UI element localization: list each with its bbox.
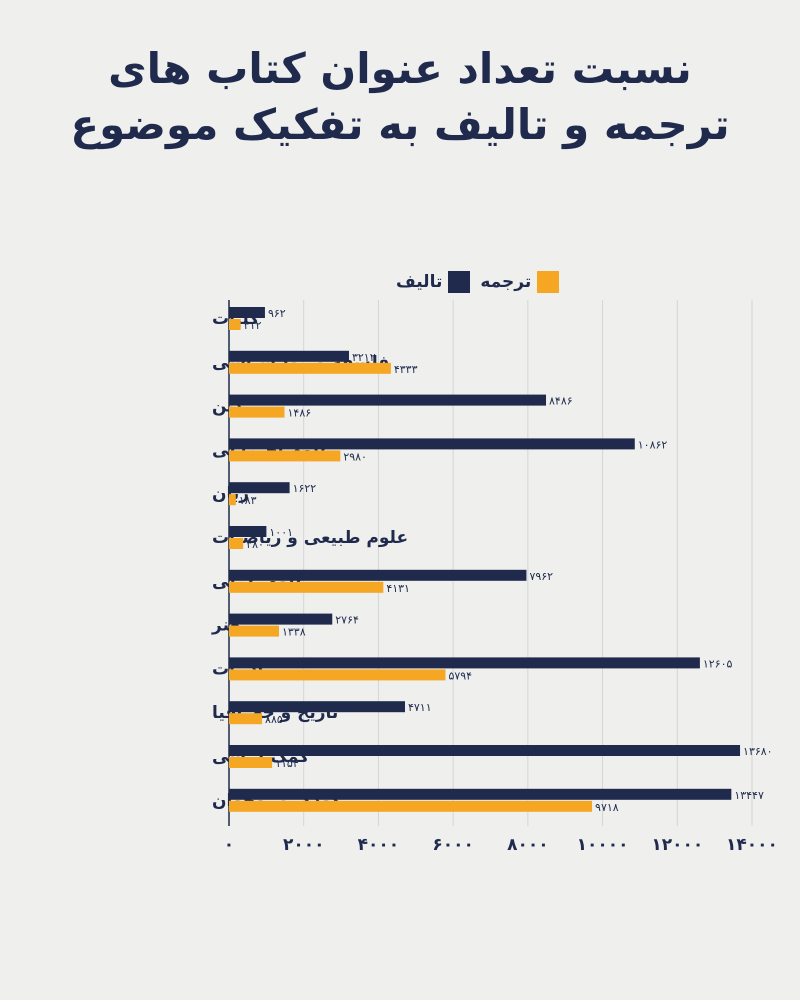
chart-legend: ترجمه تالیف (396, 268, 560, 296)
bar-talif (229, 526, 267, 537)
legend-item-talif: تالیف (396, 271, 471, 293)
x-tick-label: ۸۰۰۰ (507, 835, 549, 855)
data-label-talif: ۱۳۶۸۰ (743, 745, 773, 758)
bar-tarjome (229, 494, 236, 506)
data-label-talif: ۱۶۲۲ (293, 482, 317, 495)
data-label-talif: ۸۴۸۶ (549, 395, 573, 408)
data-label-tarjome: ۳۱۲ (244, 319, 262, 332)
data-label-tarjome: ۱۸۳ (239, 494, 257, 507)
bar-tarjome (229, 757, 273, 768)
x-tick-label: ۲۰۰۰ (283, 835, 325, 855)
bar-tarjome (229, 625, 279, 637)
legend-swatch-talif (448, 271, 471, 293)
legend-label-talif: تالیف (396, 272, 443, 292)
data-label-talif: ۹۶۲ (268, 307, 286, 320)
bar-tarjome (229, 538, 244, 549)
bar-tarjome (229, 669, 446, 681)
legend-label-tarjome: ترجمه (480, 272, 532, 292)
data-label-talif: ۷۹۶۲ (529, 570, 553, 583)
data-label-talif: ۱۰۸۶۲ (638, 438, 668, 451)
x-tick-label: ۱۴۰۰۰ (726, 835, 778, 855)
bar-talif (229, 394, 547, 406)
data-label-tarjome: ۸۸۵ (265, 713, 283, 726)
x-tick-label: ۰ (224, 835, 234, 855)
legend-item-tarjome: ترجمه (480, 271, 560, 293)
data-label-talif: ۲۷۶۴ (335, 614, 359, 627)
bar-talif (229, 657, 700, 669)
legend-swatch-tarjome (537, 271, 560, 293)
data-label-tarjome: ۱۱۵۴ (275, 757, 299, 770)
bar-tarjome (229, 713, 263, 725)
bar-tarjome (229, 450, 341, 462)
bar-tarjome (229, 581, 384, 593)
data-label-talif: ۳۲۱۲ (352, 351, 376, 364)
bar-talif (229, 745, 741, 756)
x-tick-label: ۶۰۰۰ (432, 835, 474, 855)
bar-talif (229, 788, 732, 800)
bar-talif (229, 613, 333, 625)
bar-talif (229, 482, 290, 494)
bar-talif (229, 701, 405, 713)
data-label-tarjome: ۹۷۱۸ (595, 801, 619, 814)
data-label-tarjome: ۱۴۸۶ (288, 407, 312, 420)
data-label-talif: ۱۲۶۰۵ (703, 657, 733, 670)
bar-tarjome (229, 800, 593, 812)
data-label-tarjome: ۳۸۰ (246, 538, 264, 551)
data-label-tarjome: ۴۳۳۳ (394, 363, 418, 376)
data-label-talif: ۴۷۱۱ (408, 701, 432, 714)
data-label-talif: ۱۳۴۴۷ (734, 789, 764, 802)
bar-tarjome (229, 362, 391, 374)
bar-tarjome (229, 319, 241, 330)
data-label-tarjome: ۲۹۸۰ (343, 450, 367, 463)
data-label-tarjome: ۱۳۳۸ (282, 626, 306, 639)
bar-talif (229, 569, 527, 581)
data-label-tarjome: ۵۷۹۴ (448, 669, 472, 682)
bar-talif (229, 307, 265, 318)
x-tick-label: ۱۰۰۰۰ (577, 835, 629, 855)
bar-talif (229, 350, 349, 362)
x-tick-label: ۴۰۰۰ (358, 835, 400, 855)
chart-title-line-1: نسبت تعداد عنوان کتاب های (108, 44, 692, 93)
bar-tarjome (229, 406, 285, 418)
bar-talif (229, 438, 635, 450)
x-tick-label: ۱۲۰۰۰ (651, 835, 703, 855)
data-label-tarjome: ۴۱۳۱ (386, 582, 410, 595)
chart-title-line-2: ترجمه و تالیف به تفکیک موضوع (70, 100, 730, 149)
data-label-talif: ۱۰۰۱ (269, 526, 293, 539)
